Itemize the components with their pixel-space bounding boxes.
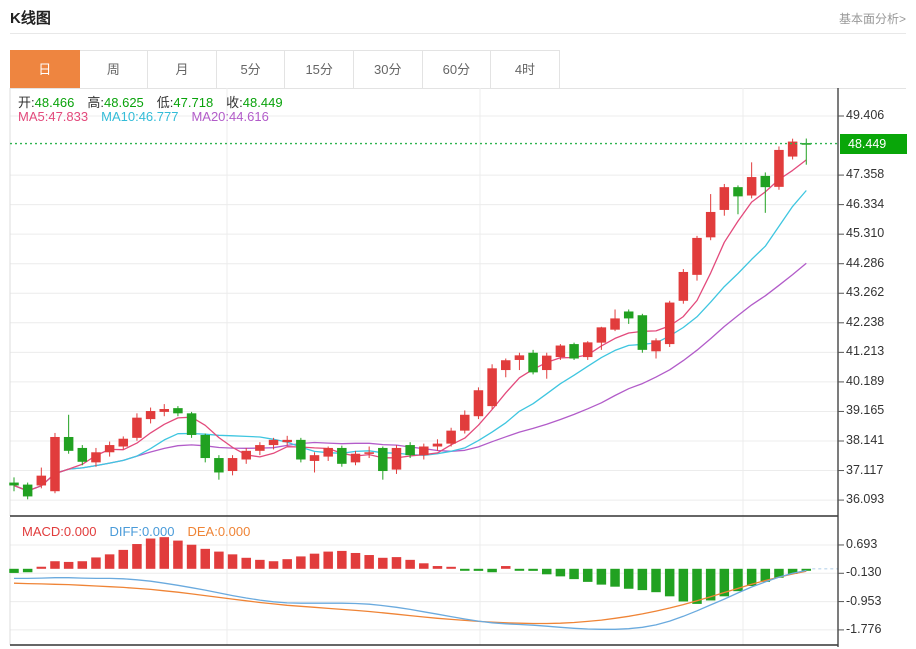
page-title: K线图	[10, 10, 51, 27]
tab-day[interactable]: 日	[10, 50, 80, 88]
current-price-badge: 48.449	[840, 133, 907, 154]
y-axis-label: -1.776	[846, 621, 882, 636]
y-axis-label: 38.141	[846, 432, 885, 447]
tab-month[interactable]: 月	[147, 50, 217, 88]
tab-30min[interactable]: 30分	[352, 50, 423, 88]
y-axis-label: 46.334	[846, 196, 885, 211]
tab-5min[interactable]: 5分	[215, 50, 286, 88]
y-axis-label: 37.117	[846, 462, 884, 477]
tab-4hour[interactable]: 4时	[490, 50, 560, 88]
timeframe-tab-bar: 日周月 5分 15分 30分 60分 4时	[10, 50, 906, 89]
main-chart-canvas[interactable]	[0, 88, 916, 517]
macd-chart-canvas[interactable]	[0, 517, 916, 649]
y-axis-label: 40.189	[846, 373, 885, 388]
chart-area: 开:48.466 高:48.625 低:47.718 收:48.449 MA5:47.…	[0, 88, 916, 649]
y-axis-label: 43.262	[846, 285, 885, 300]
y-axis-label: 42.238	[846, 314, 885, 329]
y-axis-label: 45.310	[846, 226, 885, 241]
fundamental-analysis-link[interactable]: 基本面分析>	[838, 12, 906, 26]
y-axis-label: 49.406	[846, 108, 885, 122]
y-axis-label: -0.130	[846, 565, 882, 580]
tab-15min[interactable]: 15分	[284, 50, 354, 88]
tab-60min[interactable]: 60分	[421, 50, 492, 88]
title-divider	[10, 33, 906, 34]
y-axis-label: 0.693	[846, 536, 878, 551]
y-axis-label: 47.358	[846, 167, 885, 182]
y-axis-label: 44.286	[846, 255, 885, 270]
tab-week[interactable]: 周	[78, 50, 149, 88]
y-axis-label: -0.953	[846, 593, 882, 608]
y-axis-label: 36.093	[846, 492, 885, 507]
y-axis-label: 41.213	[846, 344, 885, 359]
y-axis-label: 39.165	[846, 403, 885, 418]
